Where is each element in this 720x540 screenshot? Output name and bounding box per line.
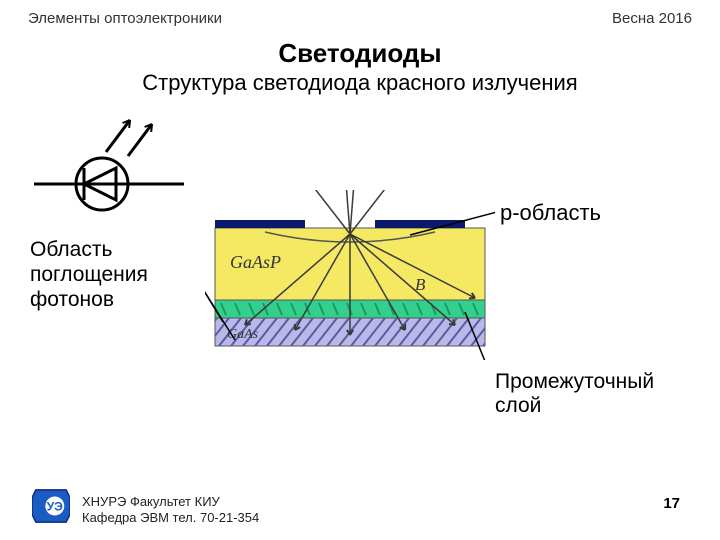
label-absorb-l3: фотонов bbox=[30, 288, 114, 311]
label-intermediate-layer: Промежуточный слой bbox=[495, 370, 654, 418]
header-right: Весна 2016 bbox=[612, 10, 692, 27]
svg-text:B: B bbox=[415, 275, 426, 294]
header-left: Элементы оптоэлектроники bbox=[28, 10, 222, 27]
label-p-region: p-область bbox=[500, 200, 601, 226]
label-absorb-l2: поглощения bbox=[30, 263, 148, 286]
label-inter-l1: Промежуточный bbox=[495, 370, 654, 393]
svg-text:УЭ: УЭ bbox=[47, 500, 63, 514]
label-absorb-l1: Область bbox=[30, 238, 112, 261]
footer-text: ХНУРЭ Факультет КИУ Кафедра ЭВМ тел. 70-… bbox=[82, 494, 259, 527]
footer-l1: ХНУРЭ Факультет КИУ bbox=[82, 494, 220, 509]
page-subtitle: Структура светодиода красного излучения bbox=[0, 70, 720, 96]
label-absorption-region: Область поглощения фотонов bbox=[30, 238, 148, 312]
page-number: 17 bbox=[663, 495, 680, 512]
led-symbol bbox=[34, 112, 194, 232]
led-cross-section: GaAsPGaAsB bbox=[205, 190, 495, 360]
university-logo: УЭ bbox=[32, 488, 70, 524]
label-inter-l2: слой bbox=[495, 394, 541, 417]
svg-text:GaAsP: GaAsP bbox=[230, 252, 281, 272]
footer-l2: Кафедра ЭВМ тел. 70-21-354 bbox=[82, 510, 259, 525]
page-title: Светодиоды bbox=[0, 38, 720, 69]
